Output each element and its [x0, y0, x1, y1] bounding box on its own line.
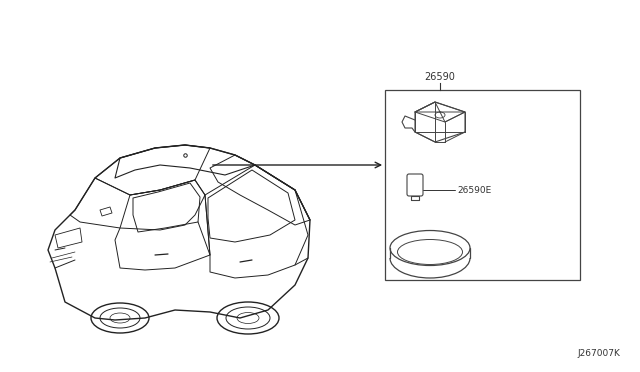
- Text: 26590E: 26590E: [457, 186, 492, 195]
- Text: J267007K: J267007K: [577, 349, 620, 358]
- Text: 26590: 26590: [424, 72, 456, 82]
- Bar: [385, 90, 580, 280]
